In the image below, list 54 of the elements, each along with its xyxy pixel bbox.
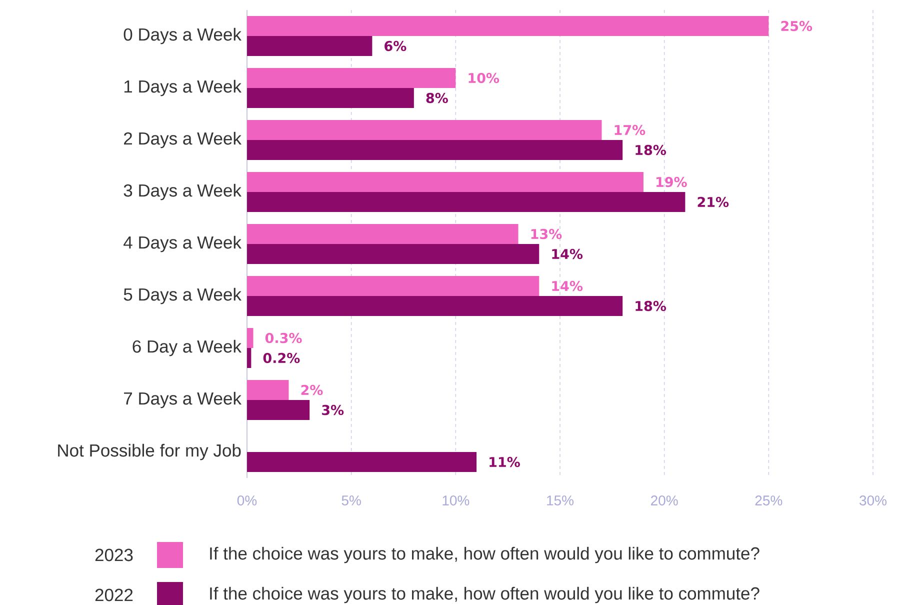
bar [246,120,602,140]
bar [246,36,372,56]
bar [246,348,252,368]
y-tick-label: 5 Days a Week [124,288,242,304]
data-label: 6% [384,40,406,52]
data-label: 14% [552,248,583,260]
bar [246,328,254,348]
data-label: 25% [781,20,812,32]
text: If the choice was yours to make, how often would you like to commute? [210,586,760,604]
bar [246,88,414,108]
data-label: 18% [636,300,666,312]
bar [246,172,644,192]
y-tick-label: 0 Days a Week [124,28,242,44]
data-label: 0.3% [265,332,302,344]
x-tick-label: 10% [442,496,470,506]
text: If the choice was yours to make, how often would you like to commute? [210,546,760,564]
bar [246,380,289,400]
bar [246,296,623,316]
data-label: 0.2% [263,352,300,364]
data-label: 19% [656,176,687,188]
bar [246,224,518,244]
data-label: 21% [698,196,729,208]
y-tick-label: 6 Day a Week [132,340,242,356]
bar [246,276,540,296]
data-label: 18% [636,144,666,156]
bar [246,192,686,212]
x-tick-label: 5% [342,496,361,506]
bar [246,140,623,160]
data-label: 11% [490,456,520,468]
data-label: 13% [531,228,562,240]
x-tick-label: 25% [755,496,782,506]
data-label: 14% [552,280,583,292]
data-label: 8% [426,92,448,104]
bar [246,400,310,420]
y-tick-label: 3 Days a Week [124,184,242,200]
x-tick-label: 0% [237,496,257,506]
bar [246,244,540,264]
data-label: 17% [614,124,646,136]
data-label: 10% [468,72,500,84]
bar [246,16,769,36]
y-tick-label: 2 Days a Week [124,132,242,148]
legend-label: 2022 [95,588,133,602]
x-tick-label: 15% [547,496,574,506]
y-tick-label: 7 Days a Week [124,392,242,408]
y-tick-label: Not Possible for my Job [58,444,241,460]
y-tick-label: 1 Days a Week [124,80,242,96]
x-tick-label: 30% [860,496,887,506]
y-tick-label: 4 Days a Week [124,236,242,252]
data-label: 2% [301,384,323,396]
bar [246,68,456,88]
bar [246,452,477,472]
x-tick-label: 20% [651,496,678,506]
data-label: 3% [322,404,344,416]
legend-label: 2023 [95,548,133,562]
